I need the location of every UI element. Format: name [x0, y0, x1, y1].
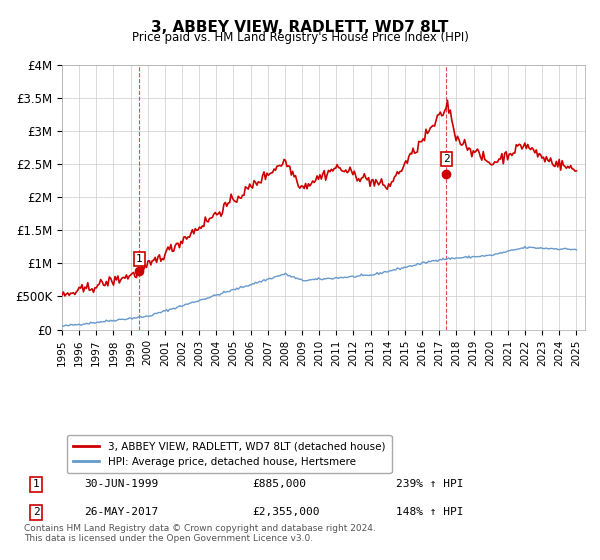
Text: 239% ↑ HPI: 239% ↑ HPI — [396, 479, 464, 489]
Text: Price paid vs. HM Land Registry's House Price Index (HPI): Price paid vs. HM Land Registry's House … — [131, 31, 469, 44]
Text: £2,355,000: £2,355,000 — [252, 507, 320, 517]
Legend: 3, ABBEY VIEW, RADLETT, WD7 8LT (detached house), HPI: Average price, detached h: 3, ABBEY VIEW, RADLETT, WD7 8LT (detache… — [67, 436, 392, 473]
Text: 1: 1 — [136, 254, 143, 264]
Text: 3, ABBEY VIEW, RADLETT, WD7 8LT: 3, ABBEY VIEW, RADLETT, WD7 8LT — [151, 20, 449, 35]
Text: 30-JUN-1999: 30-JUN-1999 — [84, 479, 158, 489]
Text: £885,000: £885,000 — [252, 479, 306, 489]
Text: 2: 2 — [443, 154, 449, 164]
Text: 2: 2 — [32, 507, 40, 517]
Text: 1: 1 — [32, 479, 40, 489]
Text: Contains HM Land Registry data © Crown copyright and database right 2024.
This d: Contains HM Land Registry data © Crown c… — [24, 524, 376, 543]
Text: 148% ↑ HPI: 148% ↑ HPI — [396, 507, 464, 517]
Text: 26-MAY-2017: 26-MAY-2017 — [84, 507, 158, 517]
